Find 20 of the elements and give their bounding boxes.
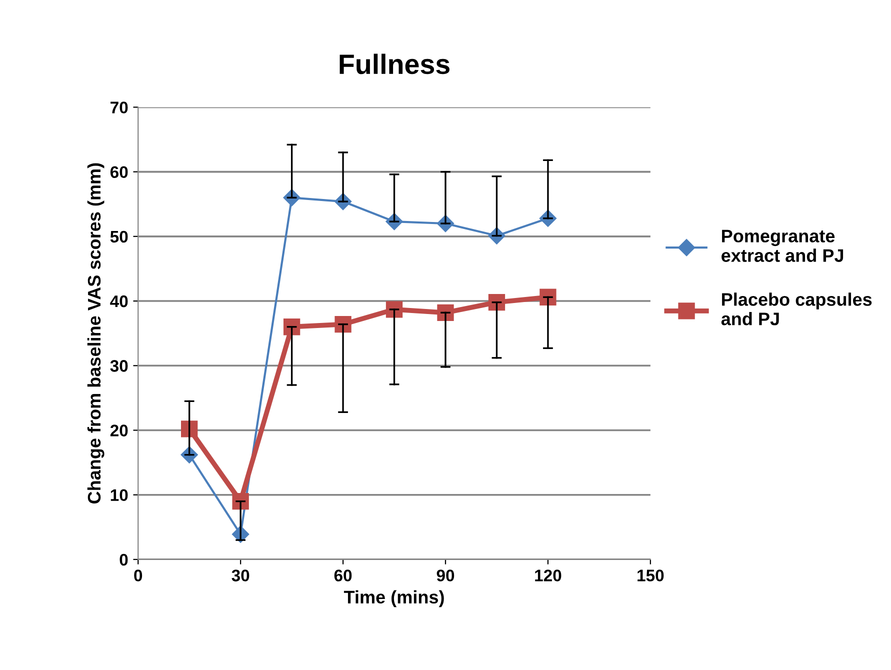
x-tick-label: 90 — [436, 570, 454, 582]
y-tick-label: 0 — [120, 554, 128, 566]
y-axis-title: Change from baseline VAS scores (mm) — [87, 163, 104, 504]
x-tick-label: 30 — [232, 570, 250, 582]
y-tick-label: 70 — [110, 102, 128, 114]
x-tick-label: 60 — [334, 570, 352, 582]
y-tick-label: 10 — [110, 489, 128, 502]
x-tick-label: 0 — [134, 570, 142, 582]
point — [181, 420, 198, 438]
y-tick-label: 30 — [110, 360, 128, 372]
y-tick-label: 60 — [110, 166, 128, 178]
legend-label: Placebo capsules and PJ — [721, 292, 872, 326]
y-tick-label: 20 — [110, 424, 128, 436]
chart-title: Fullness — [340, 54, 450, 74]
x-tick-label: 150 — [638, 570, 664, 582]
x-axis-title: Time (mins) — [344, 590, 444, 608]
y-tick-label: 40 — [110, 295, 128, 308]
x-tick-label: 120 — [535, 570, 562, 582]
legend-label: Pomegranate extract and PJ — [722, 230, 844, 262]
y-tick-label: 50 — [110, 230, 128, 243]
